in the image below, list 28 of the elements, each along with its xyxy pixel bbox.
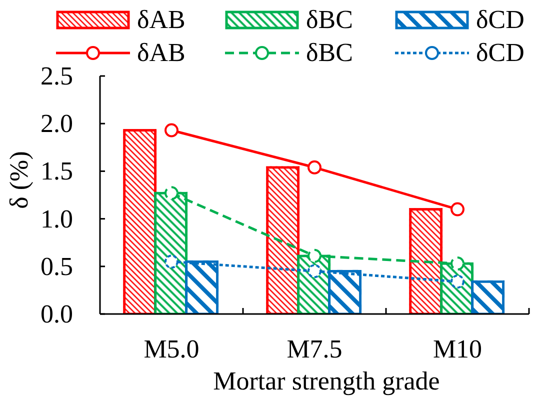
x-tick-label: M7.5 [286, 334, 342, 364]
bar [409, 208, 443, 314]
point [308, 160, 322, 174]
x-tick-label: M10 [432, 334, 482, 364]
point [308, 248, 322, 263]
x-tick-label: M5.0 [144, 334, 200, 364]
legend-label: δAB [137, 5, 186, 34]
bar [123, 129, 157, 314]
legend-label: δCD [476, 5, 524, 34]
bar [471, 280, 505, 314]
y-tick-label: 1.5 [40, 156, 73, 186]
legend-label: δBC [306, 38, 353, 67]
y-tick-label: 0.5 [40, 252, 73, 281]
point [450, 202, 464, 216]
legend-label: δAB [137, 38, 186, 67]
legend-label: δBC [306, 5, 353, 34]
x-axis-title: Mortar strength grade [213, 366, 440, 396]
point [308, 264, 322, 278]
y-tick-label: 2.0 [40, 109, 73, 138]
y-tick-label: 0.0 [40, 300, 73, 328]
point [450, 256, 464, 271]
y-axis-title: δ (%) [4, 151, 34, 209]
legend-label: δCD [476, 38, 524, 67]
point [164, 186, 178, 200]
point [164, 254, 178, 269]
point [164, 123, 178, 138]
y-tick-label: 2.5 [40, 62, 73, 90]
y-tick-label: 1.0 [40, 204, 73, 234]
